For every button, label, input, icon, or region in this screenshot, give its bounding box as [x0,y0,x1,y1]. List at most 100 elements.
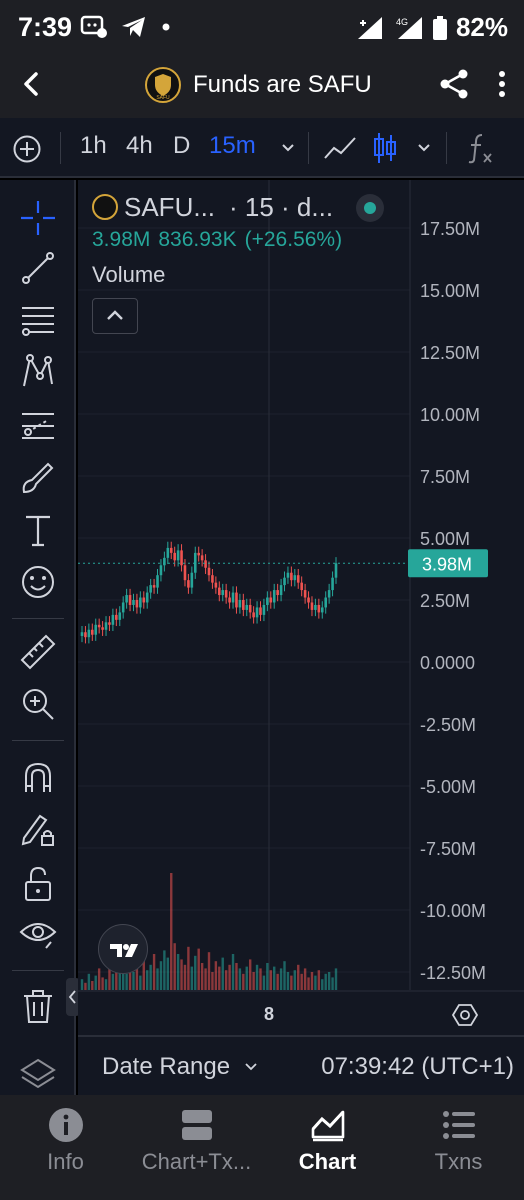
candle-body [149,585,152,593]
system-icons: 4G 82% [356,12,508,43]
volume-bar [273,966,276,990]
interval-dropdown-chevron-icon[interactable] [280,140,296,156]
interval-1h-button[interactable]: 1h [80,132,107,159]
drawing-toolbar [0,180,76,1095]
crosshair-icon[interactable] [18,198,58,238]
toolbar-divider [12,618,64,619]
candle-body [269,597,273,603]
candle-body [279,585,283,596]
candle-body [266,597,269,605]
candle-body [187,580,190,588]
nav-chart-txns[interactable]: Chart+Tx... [131,1095,262,1200]
y-axis-tick-label: -7.50M [420,839,476,859]
nav-txns[interactable]: Txns [393,1095,524,1200]
notification-icons [80,14,172,40]
candle-body [200,555,204,561]
candle-body [169,547,173,553]
candle-body [214,582,218,588]
volume-bar [218,966,221,990]
chevron-down-icon[interactable] [244,1061,258,1073]
candle-body [252,612,255,618]
candle-body [320,607,324,613]
status-time: 7:39 [18,12,73,42]
nav-chart-label: Chart [298,1149,357,1174]
timezone-clock[interactable]: 07:39:42 (UTC+1) [321,1053,514,1080]
candle-body [262,604,266,615]
share-button[interactable] [436,66,472,102]
volume-bar [197,948,200,990]
y-axis-tick-label: 0.0000 [420,653,475,673]
chart-type-dropdown-chevron-icon[interactable] [416,140,432,156]
candlestick-chart-type-icon[interactable] [372,131,398,165]
volume-bar [94,975,97,990]
candle-body [101,627,104,630]
unlock-icon[interactable] [18,864,58,904]
toolbar-collapse-tab[interactable] [66,978,80,1016]
zoom-in-icon[interactable] [18,684,58,724]
volume-bar [221,957,224,990]
fib-retracement-icon[interactable] [18,300,58,340]
volume-bar [262,975,266,990]
candle-body [108,622,111,625]
candle-body [296,575,300,583]
candle-body [176,550,180,561]
chart-pane[interactable]: 17.50M 15.00M 12.50M 10.00M 7.50M 5.00M 2.50M 0… [78,180,524,1035]
candle-body [286,572,290,578]
nav-chart[interactable]: Chart [262,1095,393,1200]
volume-bar [173,943,176,990]
volume-bar [252,972,255,990]
forecast-icon[interactable] [18,406,58,446]
volume-bar [331,977,334,990]
back-button[interactable] [14,66,50,102]
add-symbol-button[interactable] [12,134,42,164]
nav-info[interactable]: Info [0,1095,131,1200]
date-range-bar: Date Range 07:39:42 (UTC+1) [78,1035,524,1095]
price-chart[interactable]: 17.50M 15.00M 12.50M 10.00M 7.50M 5.00M 2.50M 0… [78,180,524,1035]
trend-line-icon[interactable] [18,248,58,288]
trash-icon[interactable] [18,986,58,1026]
eye-icon[interactable] [18,914,58,954]
ruler-icon[interactable] [18,632,58,672]
volume-bar [248,959,252,990]
candle-body [128,595,132,605]
token-logo-small [92,194,118,220]
brush-icon[interactable] [18,458,58,498]
volume-bar [149,964,152,990]
candle-body [259,607,262,615]
volume-bar [84,982,87,990]
tradingview-logo[interactable] [98,924,148,974]
volume-bar [321,979,324,990]
date-range-button[interactable]: Date Range [102,1053,231,1080]
layers-icon[interactable] [18,1056,58,1096]
emoji-icon[interactable] [18,562,58,602]
indicators-fx-icon[interactable] [466,132,496,164]
volume-bar [300,973,303,990]
chart-settings-icon[interactable] [452,1002,478,1028]
text-tool-icon[interactable] [18,510,58,550]
volume-bar [111,973,115,990]
legend-interval: · 15 · d... [229,191,334,222]
toolbar-divider [308,132,309,164]
volume-bar [224,970,228,990]
legend-symbol-row[interactable]: SAFU... · 15 · d... [92,190,412,224]
line-chart-type-icon[interactable] [322,132,358,164]
info-icon [48,1108,83,1142]
chevron-up-icon [107,310,123,320]
lock-drawing-icon[interactable] [18,810,58,850]
interval-d-button[interactable]: D [173,132,191,159]
pattern-icon[interactable] [18,352,58,392]
interval-4h-button[interactable]: 4h [126,132,153,159]
magnet-icon[interactable] [18,758,58,798]
volume-bar [259,968,262,990]
volume-bar [324,973,327,990]
interval-15m-button[interactable]: 15m [209,132,256,159]
volume-bar [170,873,173,990]
volume-bar [176,954,180,990]
candle-body [272,590,276,603]
y-axis-tick-label: 10.00M [420,405,480,425]
chart-area-icon [311,1110,344,1142]
current-value-label: 3.98M [422,554,472,574]
candle-body [115,614,118,620]
legend-collapse-button[interactable] [92,298,138,334]
more-options-button[interactable] [488,66,516,102]
